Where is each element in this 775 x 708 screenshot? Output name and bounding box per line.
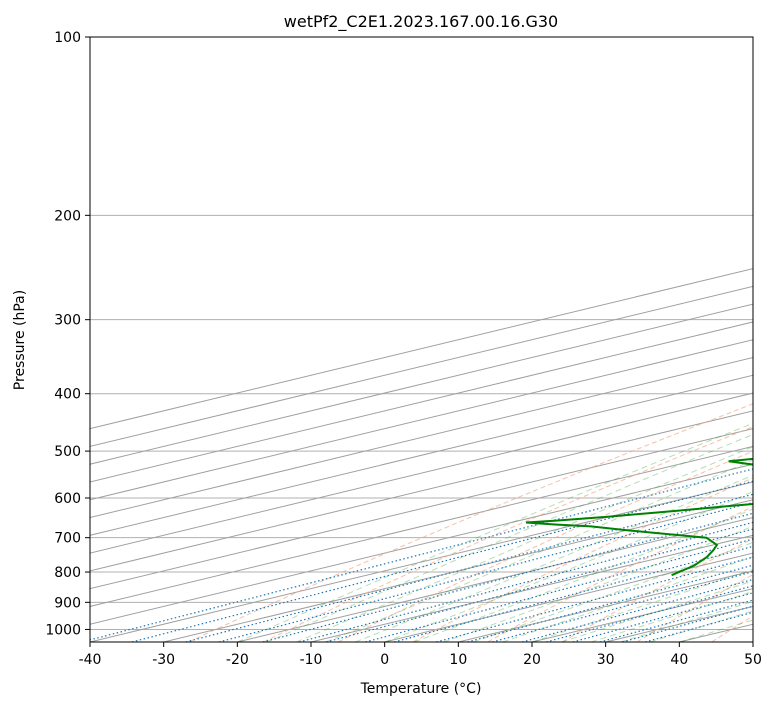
x-tick-label: 50 (744, 652, 762, 668)
skewed-isotherm (90, 268, 753, 430)
dewpoint-profile-line (525, 457, 753, 577)
mixing-ratio-line (90, 468, 753, 641)
dry-adiabat (487, 506, 753, 642)
skewed-isotherm (90, 428, 753, 590)
skewed-isotherm (310, 534, 753, 642)
mixing-ratio-line (365, 538, 753, 642)
moist-adiabat (590, 590, 753, 642)
dry-adiabat (263, 426, 753, 642)
moist-adiabat (355, 474, 753, 642)
y-tick-label: 800 (54, 565, 81, 581)
skewed-isotherm (90, 321, 753, 483)
x-tick-label: -30 (152, 652, 175, 668)
moist-adiabat (472, 541, 753, 642)
skewed-isotherm (90, 445, 753, 607)
moist-adiabat (561, 580, 753, 642)
skewed-isotherm (90, 463, 753, 625)
x-tick-label: -10 (300, 652, 323, 668)
x-tick-label: 40 (670, 652, 688, 668)
skewed-isotherm (90, 481, 753, 642)
skewed-isotherm (163, 499, 753, 642)
moist-adiabat (237, 422, 753, 642)
skewed-isotherm (90, 392, 753, 554)
x-tick-label: 0 (380, 652, 389, 668)
chart-title: wetPf2_C2E1.2023.167.00.16.G30 (284, 12, 558, 32)
mixing-ratio-line (572, 592, 753, 642)
mixing-ratio-line (262, 512, 753, 642)
dry-adiabat (636, 573, 753, 642)
x-tick-label: 20 (523, 652, 541, 668)
moist-adiabat (266, 433, 753, 642)
plot-area (90, 37, 753, 642)
mixing-ratio-line (185, 493, 753, 642)
y-tick-label: 600 (54, 491, 81, 507)
skewed-isotherm (237, 517, 753, 642)
x-tick-label: -20 (226, 652, 249, 668)
moist-adiabat (325, 459, 753, 642)
mixing-ratio-line (622, 605, 753, 642)
y-tick-label: 100 (54, 30, 81, 46)
mixing-ratio-line (394, 545, 753, 642)
mixing-ratio-line (218, 501, 753, 642)
y-tick-label: 500 (54, 444, 81, 460)
mixing-ratio-line (131, 480, 753, 642)
skewed-isotherm (90, 303, 753, 465)
x-tick-label: -40 (79, 652, 102, 668)
y-tick-label: 700 (54, 531, 81, 547)
moist-adiabat (296, 446, 753, 642)
plot-frame (89, 36, 754, 643)
skewed-isotherm (90, 410, 753, 572)
axes: 0.10.20.40.611.5234681013162025303601020… (45, 30, 762, 668)
y-tick-label: 400 (54, 387, 81, 403)
moist-adiabat (531, 568, 753, 642)
skewed-isotherm (90, 285, 753, 447)
moist-adiabat (443, 525, 753, 642)
dry-adiabat (412, 477, 753, 642)
y-tick-label: 200 (54, 208, 81, 224)
y-tick-label: 900 (54, 595, 81, 611)
mixing-ratio-line (599, 599, 753, 642)
dry-adiabat (188, 403, 753, 642)
y-tick-label: 300 (54, 313, 81, 329)
mixing-ratio-line (546, 585, 753, 642)
moist-adiabat (384, 490, 753, 642)
mixing-ratio-line (521, 578, 753, 642)
y-tick-label: 1000 (45, 622, 81, 638)
x-tick-label: 30 (597, 652, 615, 668)
x-axis-label: Temperature (°C) (360, 681, 482, 697)
y-axis-label: Pressure (hPa) (12, 290, 28, 390)
x-tick-label: 10 (449, 652, 467, 668)
